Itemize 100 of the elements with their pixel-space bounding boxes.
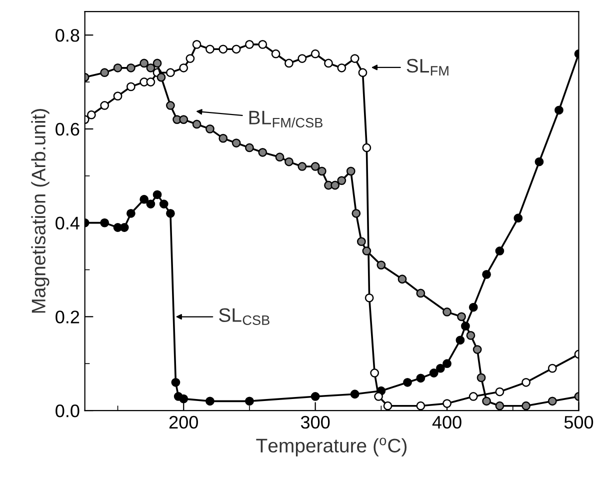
point: [356, 237, 366, 246]
point: [179, 394, 188, 404]
point: [100, 218, 110, 228]
y-tick-label: 0.8: [56, 28, 80, 42]
annotation: SL$_{FM}$: [406, 58, 448, 76]
point: [159, 200, 168, 208]
point: [416, 288, 426, 298]
point: [364, 293, 374, 302]
point: [337, 176, 346, 186]
x-tick-label: 300: [300, 416, 330, 429]
point: [548, 364, 557, 373]
point: [232, 138, 241, 148]
point: [442, 308, 452, 316]
point: [298, 162, 307, 171]
point: [350, 54, 360, 63]
point: [284, 157, 294, 166]
point: [275, 152, 284, 162]
point: [416, 374, 426, 383]
point: [352, 208, 361, 218]
annotation: SL$_{CSB}$: [219, 308, 270, 326]
y-tick-label: 0.0: [56, 404, 80, 418]
x-tick-label: 400: [432, 416, 462, 429]
point: [166, 101, 175, 110]
point: [113, 63, 122, 72]
point: [126, 82, 136, 92]
point: [152, 58, 162, 68]
point: [370, 368, 380, 378]
point: [284, 58, 294, 68]
point: [166, 208, 175, 218]
point: [429, 368, 438, 378]
point: [442, 359, 452, 368]
point: [100, 101, 110, 110]
point: [232, 44, 241, 54]
point: [271, 49, 280, 58]
point: [86, 110, 96, 120]
point: [156, 72, 166, 82]
x-axis-title: Temperature ($^{o}$C): [256, 438, 407, 456]
point: [522, 378, 530, 387]
point: [495, 387, 504, 396]
point: [514, 214, 523, 223]
point: [166, 68, 175, 78]
point: [186, 54, 195, 63]
y-tick-label: 0.6: [56, 122, 80, 136]
point: [310, 49, 320, 58]
point: [476, 373, 486, 382]
point: [403, 378, 412, 387]
point: [482, 270, 491, 279]
point: [383, 401, 392, 410]
point: [468, 302, 478, 312]
point: [179, 63, 188, 72]
point: [548, 396, 557, 406]
point: [457, 312, 466, 322]
point: [146, 200, 156, 208]
point: [258, 148, 268, 157]
point: [206, 124, 214, 134]
point: [466, 331, 476, 340]
point: [126, 208, 136, 218]
point: [218, 44, 228, 54]
point: [218, 134, 228, 143]
point: [152, 190, 162, 200]
point: [310, 392, 320, 401]
point: [206, 396, 214, 406]
point: [192, 40, 202, 49]
point: [337, 63, 346, 72]
point: [456, 336, 465, 345]
point: [140, 194, 149, 204]
point: [346, 166, 356, 176]
point: [146, 63, 156, 72]
point: [398, 274, 407, 284]
point: [317, 166, 326, 176]
point: [171, 378, 180, 387]
point: [436, 364, 445, 373]
point: [522, 401, 530, 410]
point: [472, 345, 482, 354]
point: [330, 180, 340, 190]
point: [362, 246, 372, 256]
y-tick-label: 0.4: [56, 216, 80, 230]
y-axis-title: Magnetisation (Arb.unit): [31, 109, 50, 313]
point: [258, 40, 268, 49]
point: [298, 54, 307, 63]
point: [442, 399, 452, 408]
point: [245, 396, 254, 406]
point: [482, 396, 491, 406]
point: [358, 68, 368, 78]
point: [495, 246, 504, 256]
point: [140, 58, 149, 68]
point: [468, 392, 478, 401]
point: [192, 120, 202, 129]
point: [146, 78, 156, 86]
point: [554, 106, 564, 115]
point: [324, 58, 333, 68]
point: [534, 157, 544, 166]
point: [374, 392, 383, 401]
point: [495, 401, 504, 410]
point: [245, 40, 254, 49]
point: [362, 143, 372, 152]
annotation: BL$_{FM/CSB}$: [249, 110, 322, 128]
point: [416, 401, 426, 410]
point: [113, 92, 122, 101]
point: [350, 390, 360, 399]
